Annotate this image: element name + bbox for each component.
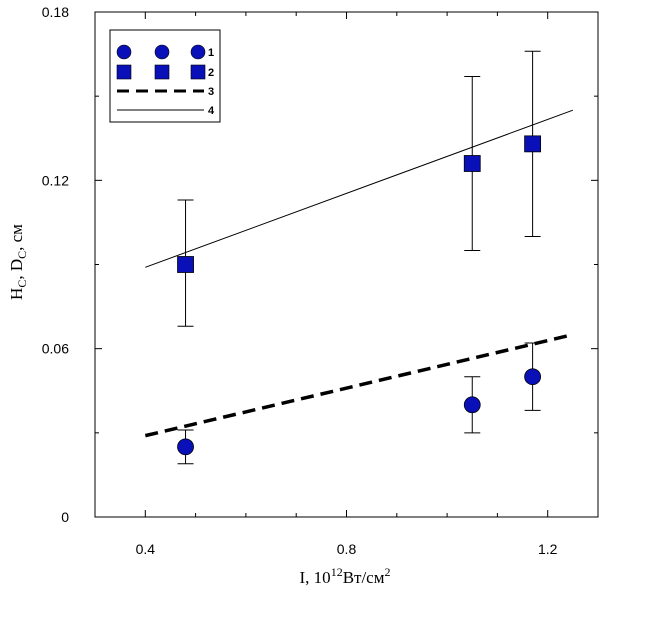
y-tick-label: 0.18 — [42, 4, 69, 20]
legend-symbol-circle — [190, 44, 206, 60]
legend-items: 1 2 3 4 — [116, 44, 215, 117]
y-label-h: H — [7, 288, 26, 300]
data-point-circle — [524, 368, 542, 386]
y-label-h-sub: C — [15, 280, 29, 288]
legend: 1 2 3 4 — [109, 29, 221, 123]
axis-ticks: 0.4 0.8 1.2 0 0.06 0.12 0.18 — [42, 4, 599, 557]
legend-symbol-square — [154, 64, 170, 80]
error-bars — [177, 50, 541, 465]
legend-label: 3 — [208, 86, 214, 98]
data-point-square — [524, 135, 542, 153]
fit-line-4 — [145, 109, 574, 268]
legend-label: 1 — [208, 47, 214, 59]
data-point-square — [463, 155, 481, 172]
x-label-unit-exp: 2 — [384, 565, 390, 579]
fit-lines — [144, 109, 574, 438]
fit-line-3 — [144, 332, 574, 438]
legend-symbol-circle — [116, 44, 132, 60]
x-axis-label: I, 1012Вт/см2 — [300, 565, 391, 587]
x-label-exp: 12 — [331, 565, 343, 579]
legend-symbol-circle — [154, 44, 170, 60]
x-tick-label: 0.8 — [337, 541, 357, 557]
plot-frame — [94, 11, 599, 518]
y-tick-label: 0 — [61, 509, 69, 525]
data-point-square — [177, 256, 194, 273]
y-label-sep: , D — [7, 259, 26, 280]
y-tick-label: 0.06 — [42, 341, 69, 357]
legend-box — [109, 29, 221, 123]
legend-symbol-square — [190, 64, 206, 80]
x-label-prefix: I, 10 — [300, 568, 331, 587]
y-label-d-sub: C — [15, 251, 29, 259]
y-tick-label: 0.12 — [42, 172, 69, 188]
data-point-circle — [463, 396, 481, 414]
data-point-circle — [177, 438, 194, 456]
x-tick-label: 0.4 — [136, 541, 156, 557]
x-tick-label: 1.2 — [538, 541, 558, 557]
legend-label: 4 — [208, 105, 215, 117]
x-label-unit: Вт/см — [343, 568, 385, 587]
legend-label: 2 — [208, 67, 214, 79]
y-label-unit: , см — [7, 224, 26, 251]
legend-symbol-square — [116, 64, 132, 80]
data-markers — [177, 135, 542, 456]
y-axis-label: HC, DC, см — [7, 224, 29, 300]
